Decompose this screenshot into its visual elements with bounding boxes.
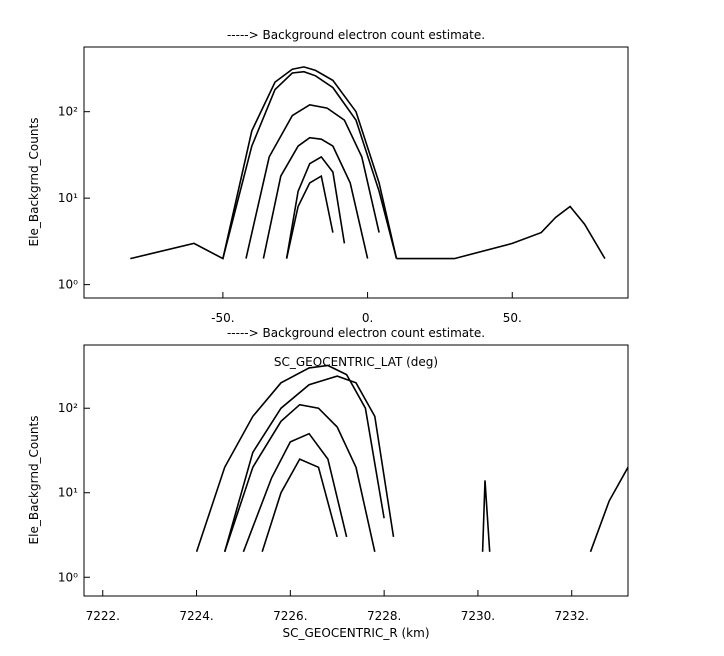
panel-1-y-tick-label: 10¹ [58, 191, 78, 205]
panel-2-series-7-line [589, 466, 629, 553]
panel-1-series-4-line [262, 136, 369, 259]
panel-1-title: -----> Background electron count estimat… [227, 28, 485, 42]
panel-2-y-ticks: 10⁰ 10¹ 10² [58, 401, 90, 584]
panel-1-x-tick-label: 50. [503, 311, 522, 325]
panel-2-x-tick-label: 7232. [555, 609, 589, 623]
panel-2-plot-area [195, 364, 629, 553]
panel-1-y-axis-label: Ele_Backgrnd_Counts [27, 118, 41, 247]
panel-2-title: -----> Background electron count estimat… [227, 326, 485, 340]
panel-1-x-axis-label: SC_GEOCENTRIC_LAT (deg) [274, 355, 438, 369]
panel-2-series-3-line [223, 403, 376, 553]
panel-2-axes-frame [83, 344, 629, 597]
panel-1-series-1-line [130, 66, 398, 260]
panel-1-series-2-line [222, 70, 398, 259]
panel-1-series-6-line [285, 174, 334, 259]
panel-2-x-tick-label: 7224. [179, 609, 213, 623]
panel-1-series-3-line [245, 103, 380, 259]
panel-2-y-tick-label: 10¹ [58, 486, 78, 500]
panel-1-x-tick-label: -50. [211, 311, 234, 325]
panel-2-y-axis-label: Ele_Backgrnd_Counts [27, 416, 41, 545]
panel-2-series-6-line [481, 480, 491, 552]
panel-1-x-tick-label: 0. [362, 311, 373, 325]
panel-2-series-5-line [261, 458, 338, 553]
panel-2-x-tick-label: 7230. [461, 609, 495, 623]
panel-1-y-tick-label: 10² [58, 105, 78, 119]
panel-2-y-tick-label: 10⁰ [58, 570, 78, 584]
panel-2-series-4-line [242, 432, 348, 553]
panel-1-axes-frame [83, 46, 629, 299]
panel-2-x-tick-label: 7228. [367, 609, 401, 623]
panel-2: -----> Background electron count estimat… [27, 326, 629, 640]
panel-1: -----> Background electron count estimat… [27, 28, 629, 369]
panel-1-series-5-line [285, 155, 346, 259]
panel-2-x-axis-label: SC_GEOCENTRIC_R (km) [283, 626, 430, 640]
panel-2-x-ticks: 7222. 7224. 7226. 7228. 7230. 7232. [86, 590, 589, 623]
panel-2-series-1-line [195, 364, 385, 553]
panel-1-plot-area [130, 66, 606, 260]
panel-2-x-tick-label: 7226. [273, 609, 307, 623]
panel-2-series-2-line [223, 375, 395, 553]
panel-1-y-tick-label: 10⁰ [58, 278, 78, 292]
panel-2-y-tick-label: 10² [58, 401, 78, 415]
panel-1-x-ticks: -50. 0. 50. [211, 292, 522, 325]
panel-1-series-7-line [396, 205, 606, 260]
panel-1-y-ticks: 10⁰ 10¹ 10² [58, 105, 90, 292]
panel-2-x-tick-label: 7222. [86, 609, 120, 623]
